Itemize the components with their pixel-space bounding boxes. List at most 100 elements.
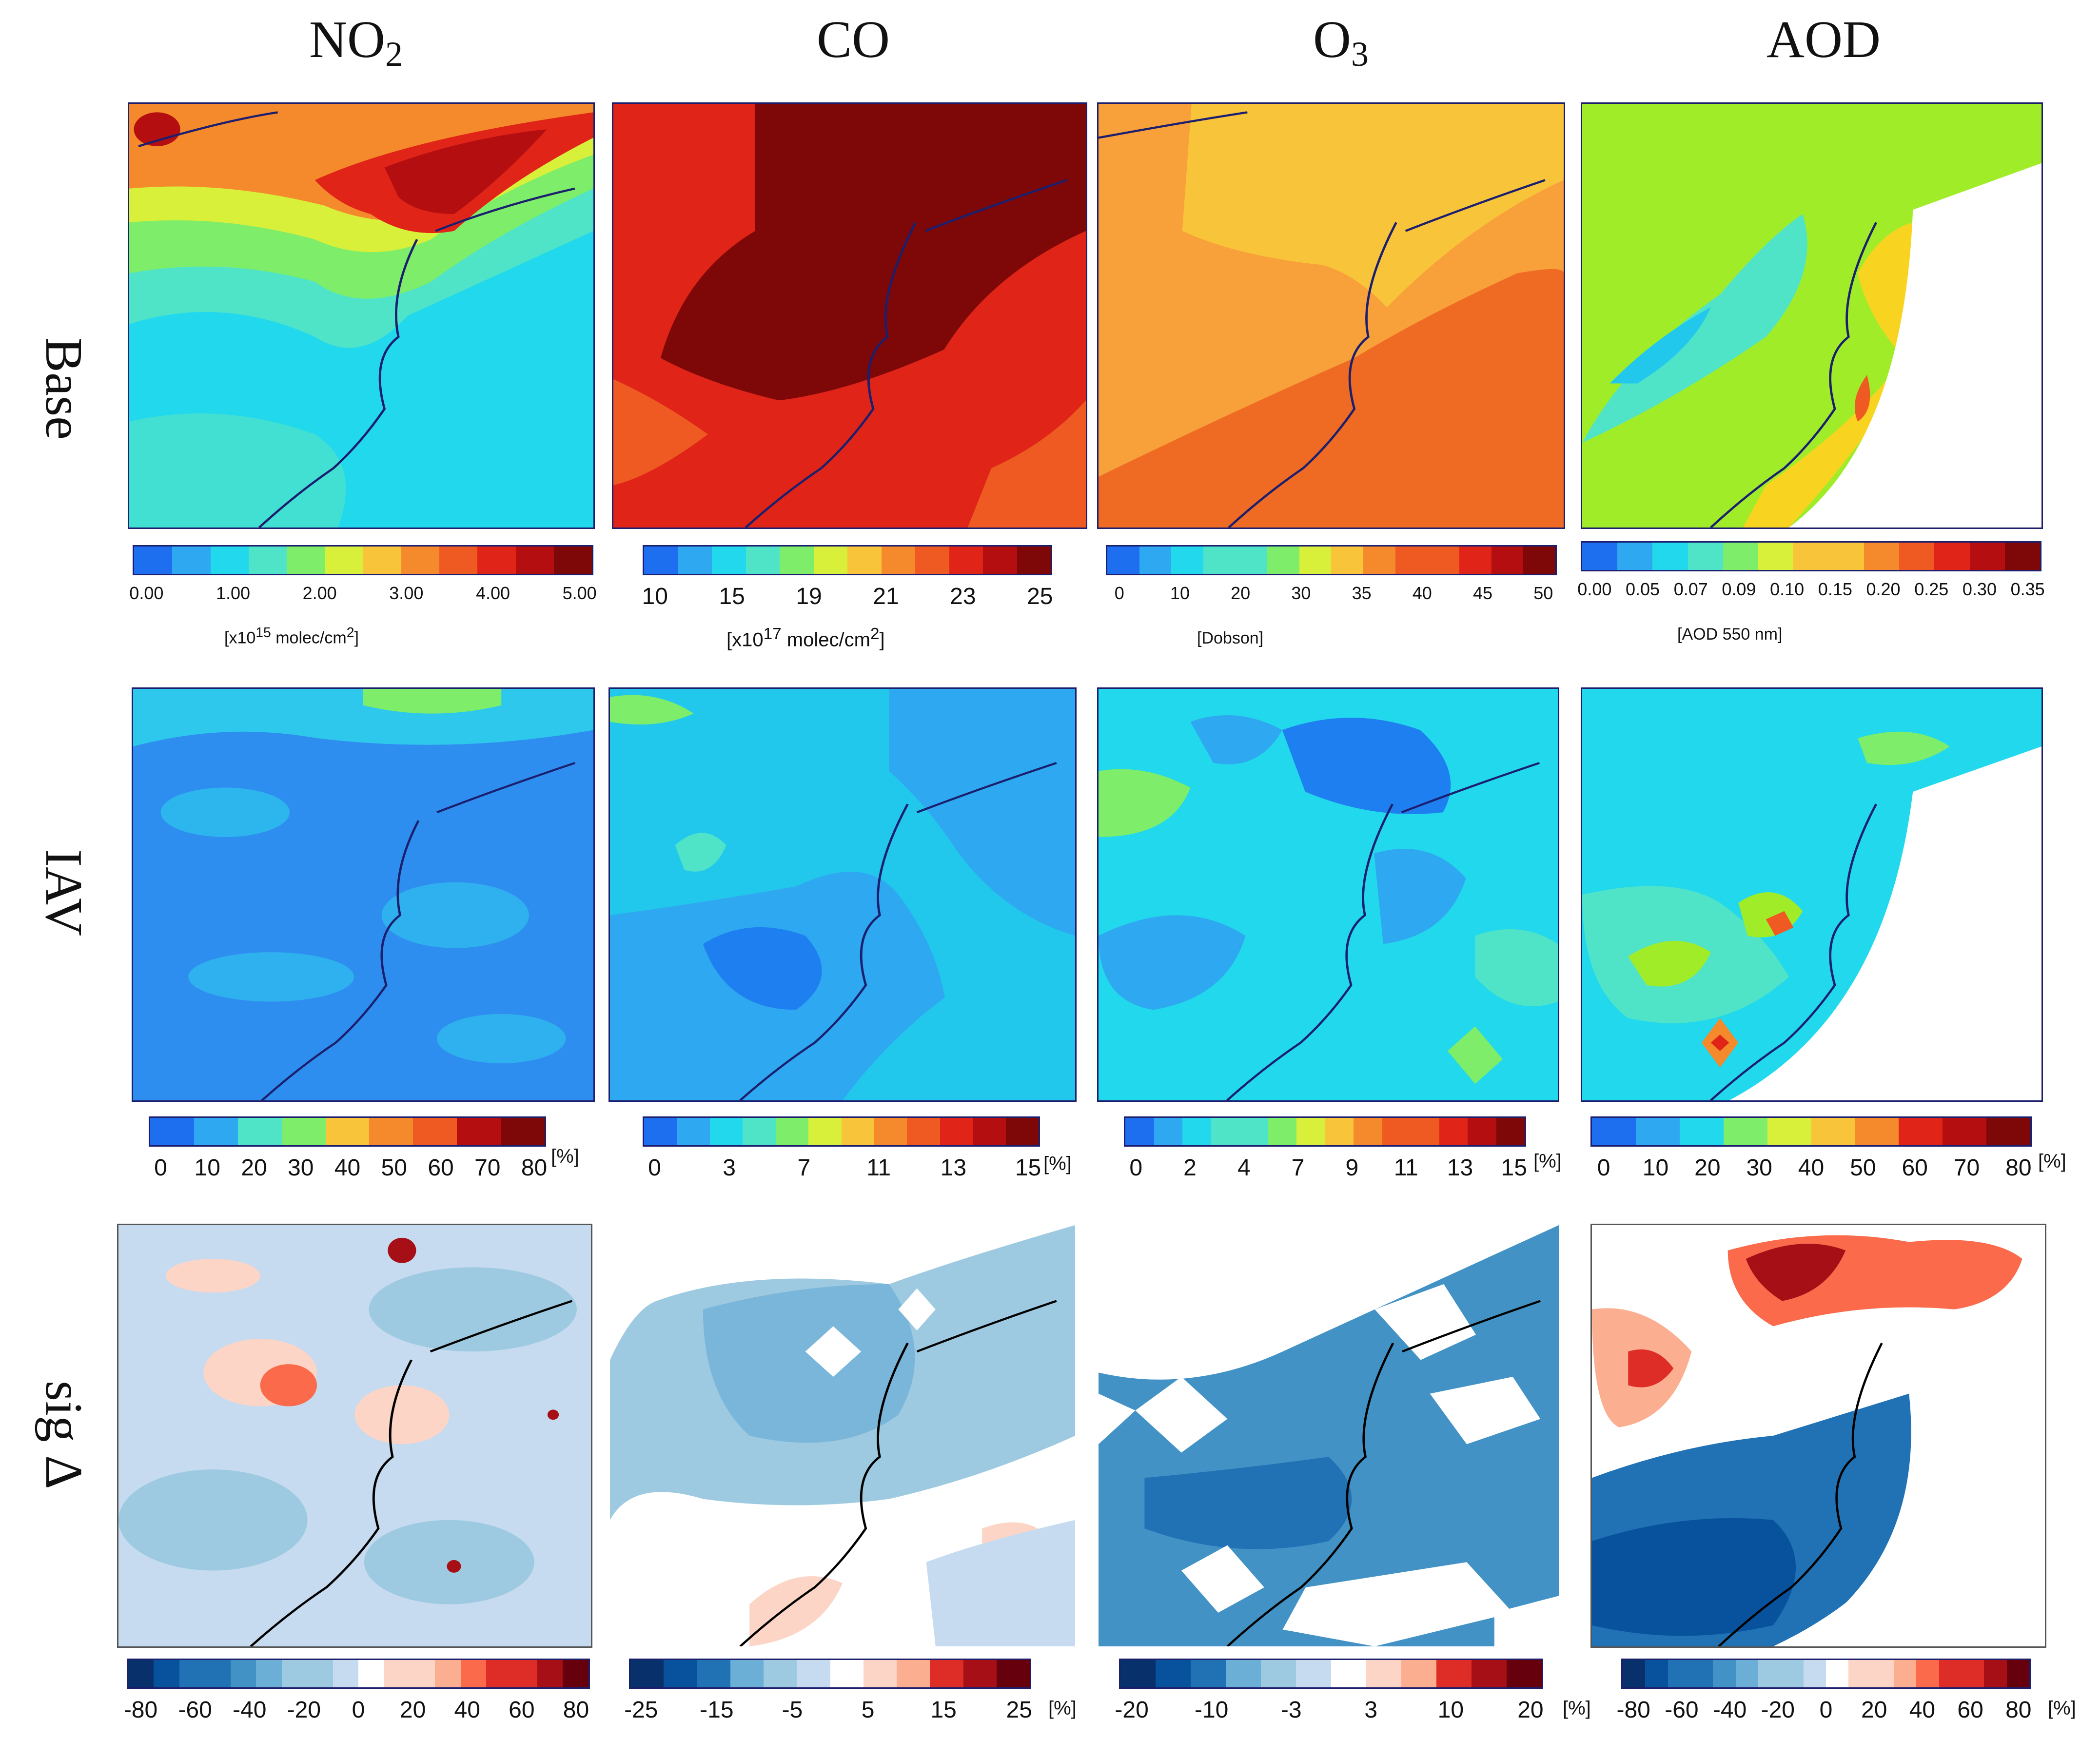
colorbar-swatch: [1723, 543, 1759, 570]
colorbar-tick-label: 0.00: [1577, 579, 1612, 599]
colorbar-tick-label: 0: [352, 1697, 365, 1723]
colorbar-swatch: [874, 1118, 907, 1145]
colorbar-swatch: [930, 1660, 963, 1687]
map-no2-iav: [132, 687, 595, 1102]
colorbar-swatch: [863, 1660, 897, 1687]
map-aod-iav: [1581, 687, 2043, 1102]
colorbar-tick-label: 80: [521, 1155, 548, 1181]
colorbar-tick-label: 0: [154, 1155, 167, 1181]
colorbar-swatch: [709, 1118, 743, 1145]
colorbar-swatch: [511, 1660, 537, 1687]
colorbar-swatch: [915, 547, 949, 574]
colorbar-swatch: [1267, 547, 1299, 574]
colorbar-swatch: [712, 547, 746, 574]
colorbar-swatch: [409, 1660, 435, 1687]
colorbar-tick-label: 20: [1231, 583, 1251, 603]
colorbar-swatch: [1961, 1660, 1984, 1687]
colorbar-tick-label: 5: [861, 1697, 875, 1723]
colorbar-swatch: [237, 1118, 282, 1145]
colorbar-tick-label: 30: [1746, 1155, 1772, 1181]
column-header-no2: NO2: [309, 11, 403, 74]
colorbar-swatch: [515, 547, 554, 574]
colorbar-swatches: [1581, 541, 2041, 571]
colorbar-swatch: [1156, 1660, 1191, 1687]
colorbar-tick-label: 10: [1170, 583, 1190, 603]
colorbar-tick-label: 15: [719, 584, 745, 609]
colorbar-swatch: [940, 1118, 973, 1145]
row-header-sig-delta: sig Δ: [35, 1381, 93, 1489]
colorbar-tick-label: 10: [194, 1155, 220, 1181]
colorbar-tick-label: 10: [1642, 1155, 1669, 1181]
colorbar-swatch: [1793, 543, 1829, 570]
colorbar-tick-label: -15: [700, 1697, 734, 1723]
colorbar-swatch: [1893, 1660, 1917, 1687]
colorbar-swatch: [1171, 547, 1203, 574]
colorbar-swatch: [963, 1660, 997, 1687]
colorbar-swatch: [486, 1660, 512, 1687]
colorbar-tick-label: 1.00: [216, 583, 251, 603]
colorbar-swatch: [1767, 1118, 1811, 1145]
colorbar-tick-label: 50: [1533, 583, 1553, 603]
colorbar-swatch: [435, 1660, 461, 1687]
colorbar-swatch: [256, 1660, 282, 1687]
colorbar-swatch: [413, 1118, 457, 1145]
colorbar-tick-label: -80: [1616, 1697, 1650, 1723]
colorbar-swatches: [127, 1659, 590, 1689]
colorbar-tick-label: 23: [950, 584, 976, 609]
colorbar-tick-label: 60: [1902, 1155, 1928, 1181]
colorbar-swatch: [1331, 547, 1364, 574]
colorbar-tick-label: 11: [1393, 1155, 1418, 1181]
colorbar-swatch: [630, 1660, 664, 1687]
colorbar-swatch: [1235, 547, 1268, 574]
row-header-iav: IAV: [35, 849, 93, 937]
colorbar-swatch: [134, 547, 173, 574]
colorbar-tick-label: 11: [866, 1155, 891, 1181]
colorbar-swatch: [996, 1660, 1030, 1687]
colorbar-swatch: [1986, 1118, 2031, 1145]
colorbar-tick-label: 35: [1352, 583, 1372, 603]
colorbar-swatch: [1191, 1660, 1226, 1687]
colorbar-swatch: [1679, 1118, 1724, 1145]
colorbar-swatch: [743, 1118, 776, 1145]
unit-o3-iav: [%]: [1533, 1151, 1562, 1172]
map-o3-base: [1097, 102, 1565, 529]
colorbar-tick-label: 15: [930, 1697, 957, 1723]
colorbar-tick-label: -80: [123, 1697, 158, 1723]
colorbar-swatch: [1182, 1118, 1211, 1145]
colorbar-swatch: [1690, 1660, 1713, 1687]
colorbar-swatch: [664, 1660, 697, 1687]
colorbar-swatch: [1468, 1118, 1496, 1145]
colorbar-swatch: [1226, 1660, 1261, 1687]
colorbar-swatch: [1899, 1118, 1943, 1145]
colorbar-swatch: [154, 1660, 179, 1687]
colorbar-swatch: [1688, 543, 1723, 570]
colorbar-tick-label: 15: [1015, 1155, 1041, 1181]
colorbar-swatch: [439, 547, 478, 574]
colorbar-swatch: [1652, 543, 1688, 570]
colorbar-swatch: [1523, 547, 1555, 574]
colorbar-swatch: [501, 1118, 545, 1145]
colorbar-tick-label: 7: [797, 1155, 811, 1181]
colorbar-swatch: [1939, 1660, 1962, 1687]
colorbar-swatches: [1590, 1116, 2032, 1147]
colorbar-tick-label: 50: [1850, 1155, 1876, 1181]
column-header-co: CO: [816, 11, 890, 69]
colorbar-tick-label: -20: [1761, 1697, 1795, 1723]
colorbar-swatch: [764, 1660, 797, 1687]
column-header-o3: O3: [1313, 11, 1369, 74]
colorbar-swatch: [128, 1660, 154, 1687]
colorbar-tick-label: 0.05: [1626, 579, 1660, 599]
colorbar-swatch: [172, 547, 211, 574]
colorbar-swatch: [1828, 543, 1864, 570]
colorbar-swatches: [629, 1659, 1031, 1689]
colorbar-tick-label: 0.09: [1722, 579, 1756, 599]
colorbar-tick-label: 0.10: [1770, 579, 1805, 599]
unit-aod-base: [AOD 550 nm]: [1677, 625, 1783, 644]
map-no2-sig: [117, 1224, 592, 1648]
colorbar-swatch: [949, 547, 983, 574]
map-no2-base: [128, 102, 595, 529]
colorbar-swatch: [1325, 1118, 1354, 1145]
colorbar-swatch: [363, 547, 401, 574]
colorbar-swatch: [881, 547, 915, 574]
colorbar-swatch: [457, 1118, 501, 1145]
